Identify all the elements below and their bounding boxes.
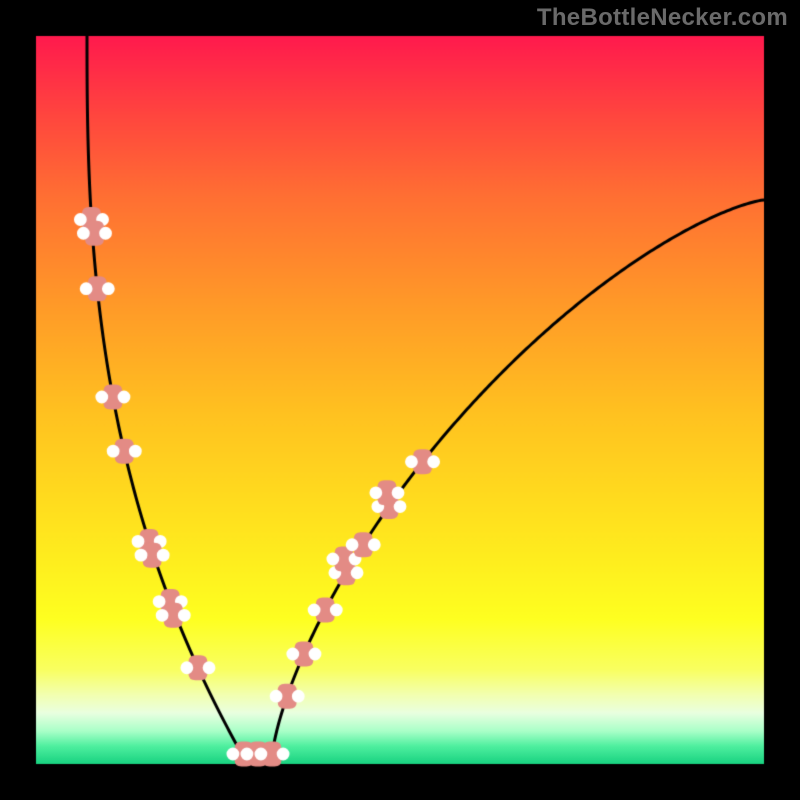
- watermark-text: TheBottleNecker.com: [537, 4, 788, 32]
- chart-container: TheBottleNecker.com: [0, 0, 800, 800]
- bottleneck-chart: [0, 0, 800, 800]
